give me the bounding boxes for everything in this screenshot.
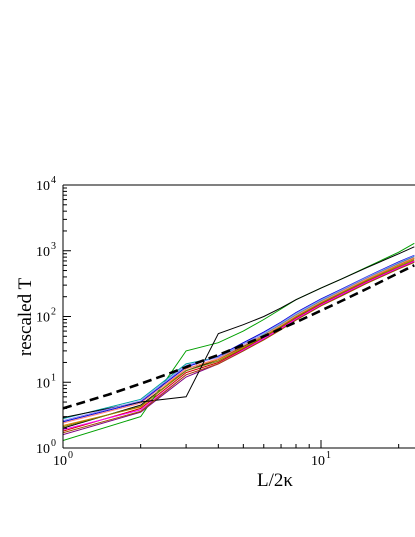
series-line-7 [63, 255, 415, 420]
y-tick-label-base: 10 [36, 311, 50, 326]
x-tick-label-base: 10 [311, 454, 325, 469]
y-tick-label-base: 10 [36, 376, 50, 391]
series-line-11 [63, 246, 415, 419]
series-line-3 [63, 242, 415, 441]
plot-content [63, 242, 415, 441]
x-tick-label-base: 10 [53, 454, 67, 469]
fit-line-dashed [63, 264, 415, 410]
y-tick-label-exponent: 3 [51, 241, 56, 252]
series-line-9 [63, 259, 415, 428]
y-tick-label-exponent: 1 [51, 372, 56, 383]
y-tick-label-base: 10 [36, 245, 50, 260]
x-axis-title: L/2κ [257, 470, 293, 491]
y-tick-label-exponent: 4 [51, 175, 56, 186]
series-line-12 [63, 255, 415, 422]
y-tick-label-exponent: 0 [51, 438, 56, 449]
y-axis-title: rescaled T [15, 277, 36, 356]
tick-labels: 10 010 110 210 310 410 0 10 1 [36, 175, 331, 469]
x-tick-label-exponent: 0 [68, 450, 73, 461]
y-tick-label-exponent: 2 [51, 307, 56, 318]
y-tick-label-base: 10 [36, 442, 50, 457]
y-tick-label-base: 10 [36, 179, 50, 194]
series-line-10 [63, 257, 415, 424]
ticks [62, 184, 400, 449]
x-tick-label-exponent: 1 [326, 450, 331, 461]
